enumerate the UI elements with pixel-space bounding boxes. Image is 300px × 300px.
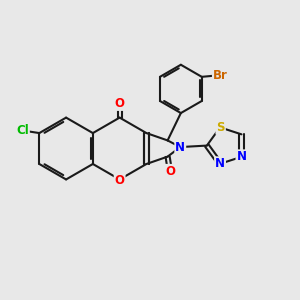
Text: N: N <box>215 157 225 170</box>
Text: Cl: Cl <box>16 124 29 137</box>
Text: O: O <box>165 165 175 178</box>
Text: N: N <box>236 150 247 163</box>
Text: N: N <box>175 141 185 154</box>
Text: S: S <box>216 121 225 134</box>
Text: O: O <box>115 97 124 110</box>
Text: Br: Br <box>213 69 228 82</box>
Text: O: O <box>115 174 124 188</box>
